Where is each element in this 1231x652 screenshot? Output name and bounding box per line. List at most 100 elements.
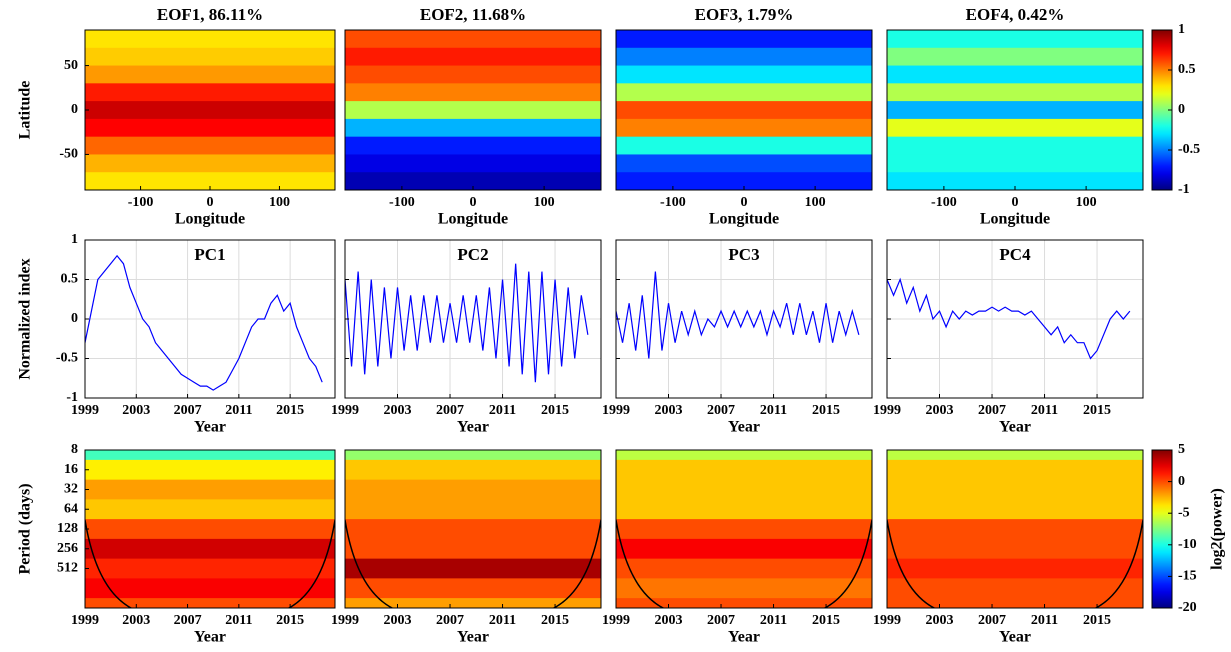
panel: PC2 1999 2003 2007 2011 2015 Year <box>331 239 602 436</box>
y-tick-label: 512 <box>57 561 78 576</box>
heat-cell <box>887 136 1143 155</box>
colorbar-tick-label: -0.5 <box>1178 142 1200 157</box>
plot-area <box>345 30 601 190</box>
heat-cell <box>85 154 335 173</box>
colorbar-tick-label: 1 <box>1178 22 1185 37</box>
heat-cell <box>887 519 1143 540</box>
colorbar-tick-label: -10 <box>1178 537 1197 552</box>
panel-title: PC3 <box>728 245 759 264</box>
x-tick-label: 2007 <box>707 403 735 418</box>
heat-cell <box>887 65 1143 84</box>
x-tick-label: 100 <box>269 195 290 210</box>
x-axis-label: Year <box>999 629 1031 646</box>
x-tick-label: 2015 <box>812 613 840 628</box>
x-tick-label: 2011 <box>489 613 516 628</box>
heat-cell <box>345 83 601 102</box>
y-tick-label: 0 <box>71 311 78 326</box>
heat-cell <box>85 598 335 608</box>
colorbar-tick-label: 0 <box>1178 474 1185 489</box>
heat-cell <box>616 136 872 155</box>
axes-frame <box>344 449 602 609</box>
x-tick-label: 2011 <box>760 613 787 628</box>
heat-cell <box>616 154 872 173</box>
y-tick-label: 32 <box>64 482 78 497</box>
heat-cell <box>887 578 1143 599</box>
plot-area <box>85 30 335 190</box>
heat-cell <box>85 101 335 120</box>
heat-cell <box>616 538 872 560</box>
x-tick-label: 1999 <box>873 613 901 628</box>
x-tick-label: 2007 <box>978 613 1006 628</box>
heat-cell <box>85 47 335 67</box>
x-tick-label: 2011 <box>1031 403 1058 418</box>
y-tick-label: -50 <box>59 147 78 162</box>
heat-cell <box>887 538 1143 560</box>
plot-area <box>85 240 335 398</box>
heat-cell <box>616 101 872 120</box>
x-tick-label: 2011 <box>1031 613 1058 628</box>
panel-title: PC1 <box>194 245 225 264</box>
cone-of-influence <box>616 519 872 608</box>
heat-cell <box>345 101 601 120</box>
heat-cell <box>345 598 601 608</box>
x-tick-label: 2015 <box>812 403 840 418</box>
x-axis-label: Longitude <box>438 211 508 228</box>
x-axis-label: Year <box>457 629 489 646</box>
cone-of-influence <box>887 519 1143 608</box>
pc-line <box>616 271 860 359</box>
heat-cell <box>345 65 601 84</box>
heat-cell <box>85 538 335 560</box>
y-tick-label: 1 <box>71 232 78 247</box>
x-tick-label: 0 <box>207 195 214 210</box>
plot-area <box>887 30 1143 190</box>
panel: PC3 1999 2003 2007 2011 2015 Year <box>602 239 873 436</box>
heat-cell <box>887 47 1143 67</box>
y-tick-label: 8 <box>71 442 78 457</box>
x-tick-label: 2003 <box>122 613 150 628</box>
heat-cell <box>85 479 335 500</box>
x-tick-label: -100 <box>660 195 686 210</box>
x-tick-label: 1999 <box>331 613 359 628</box>
x-tick-label: 100 <box>1076 195 1097 210</box>
panel-title: EOF1, 86.11% <box>157 5 263 24</box>
heat-cell <box>887 450 1143 461</box>
panel: PC1 1999 2003 2007 2011 2015 -1 -0.5 0 0.5 1 Year No… <box>17 232 336 436</box>
x-tick-label: 2015 <box>541 403 569 418</box>
heat-cell <box>85 118 335 138</box>
colorbar-tick-label: 0 <box>1178 102 1185 117</box>
colorbar-tick-label: -5 <box>1178 505 1190 520</box>
y-axis-label: Normalized index <box>17 258 34 379</box>
x-tick-label: 1999 <box>873 403 901 418</box>
x-tick-label: 2015 <box>276 403 304 418</box>
heat-cell <box>887 30 1143 49</box>
heat-cell <box>616 118 872 138</box>
panel: EOF1, 86.11% -100 0 100 -50 0 50 Longitude Latit… <box>17 5 336 228</box>
heat-cell <box>85 30 335 49</box>
heat-cell <box>616 83 872 102</box>
x-tick-label: 2003 <box>384 403 412 418</box>
x-tick-label: -100 <box>389 195 415 210</box>
heat-cell <box>85 450 335 461</box>
heat-cell <box>887 459 1143 481</box>
x-tick-label: 2003 <box>926 613 954 628</box>
heat-cell <box>616 499 872 520</box>
heat-cell <box>616 598 872 608</box>
x-tick-label: 2015 <box>1083 403 1111 418</box>
colorbar <box>1151 449 1173 609</box>
y-tick-label: -0.5 <box>56 351 78 366</box>
y-tick-label: 128 <box>57 521 78 536</box>
axes-frame <box>886 449 1144 609</box>
x-tick-label: 2011 <box>489 403 516 418</box>
colorbar-tick-label: -1 <box>1178 182 1190 197</box>
heat-cell <box>616 519 872 540</box>
heat-cell <box>345 499 601 520</box>
plot-area <box>616 30 872 190</box>
x-axis-label: Longitude <box>709 211 779 228</box>
panel-title: EOF3, 1.79% <box>695 5 794 24</box>
heat-cell <box>887 101 1143 120</box>
x-tick-label: 2003 <box>122 403 150 418</box>
x-tick-label: 2007 <box>436 613 464 628</box>
heat-cell <box>616 450 872 461</box>
heat-cell <box>85 499 335 520</box>
pc-line <box>887 277 1131 360</box>
